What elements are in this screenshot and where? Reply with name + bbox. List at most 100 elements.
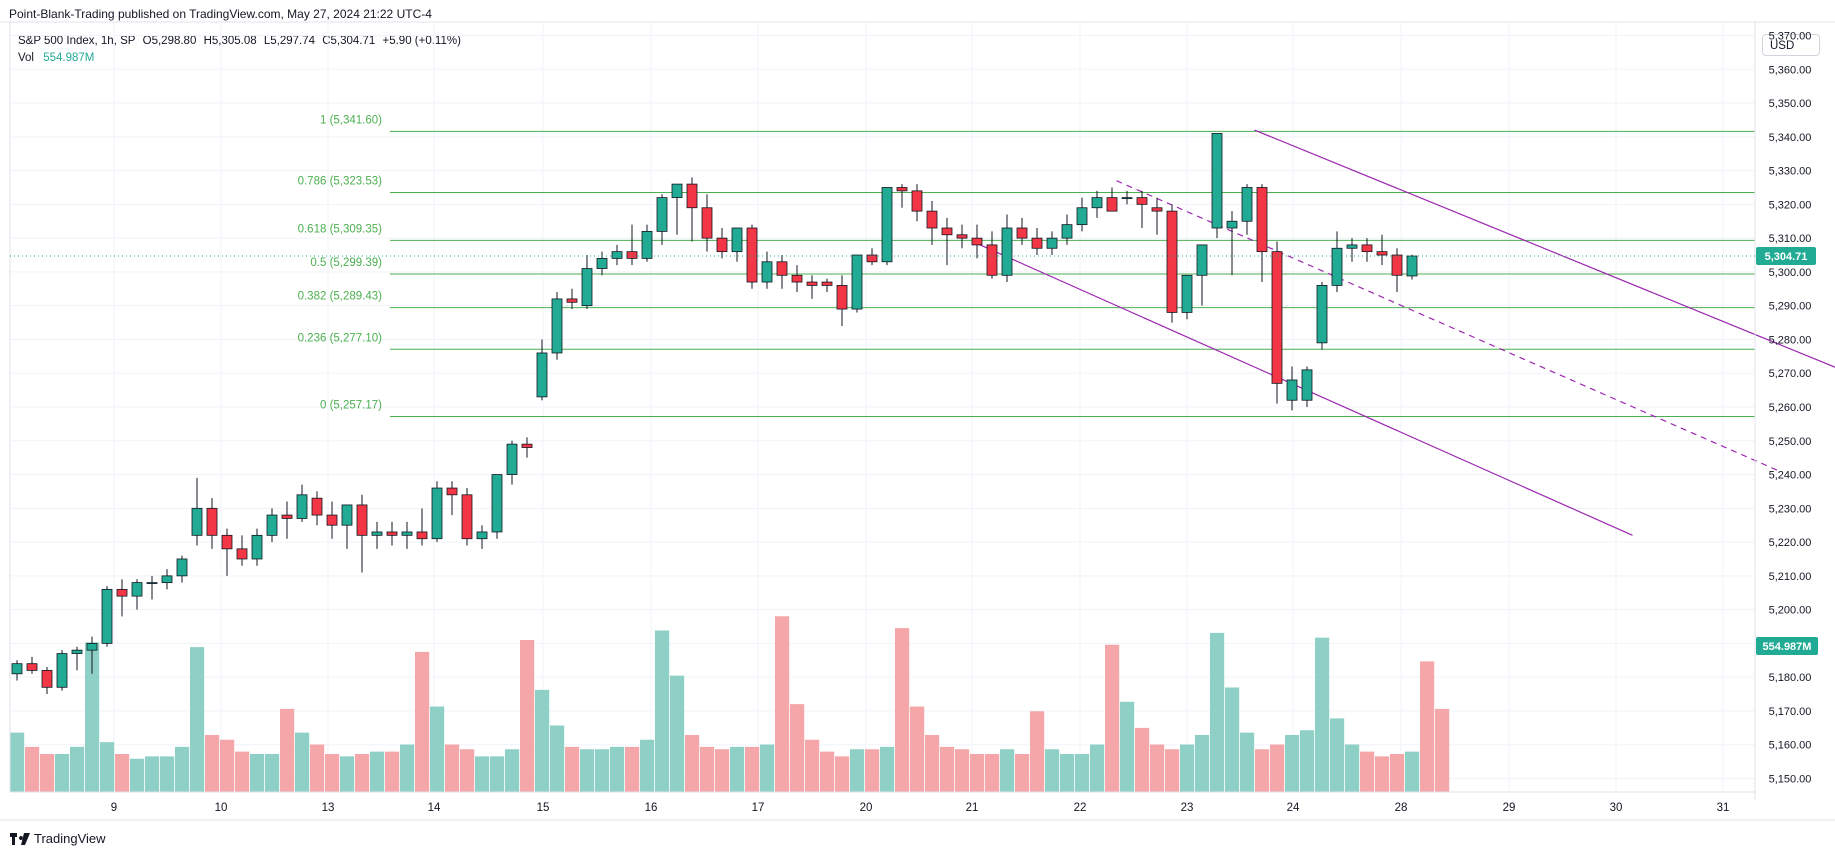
volume-bar	[160, 756, 175, 792]
fib-level-label: 0 (5,257.17)	[320, 400, 382, 412]
volume-bar	[715, 749, 730, 792]
x-tick-label: 16	[645, 802, 658, 814]
volume-bar	[640, 739, 655, 792]
volume-bar	[1120, 701, 1135, 792]
chart-grid	[10, 22, 1755, 792]
volume-bar	[1225, 687, 1240, 792]
candle-body	[371, 531, 383, 536]
candle-body	[1271, 251, 1283, 384]
volume-bar	[1045, 749, 1060, 792]
volume-bar	[1210, 632, 1225, 792]
fib-level-label: 0.382 (5,289.43)	[298, 291, 383, 303]
volume-bar	[745, 746, 760, 792]
volume-label[interactable]: Vol	[18, 52, 34, 64]
x-tick-label: 28	[1395, 802, 1408, 814]
volume-bar	[730, 746, 745, 792]
volume-bar	[1255, 749, 1270, 792]
volume-bar	[55, 754, 70, 792]
candle-body	[1331, 247, 1343, 286]
volume-bar	[880, 746, 895, 792]
y-tick-label: 5,310.00	[1769, 233, 1812, 245]
candle-body	[251, 534, 263, 560]
candle-body	[206, 507, 218, 536]
candle-body	[71, 649, 83, 654]
volume-bar	[1405, 751, 1420, 792]
volume-bar	[595, 749, 610, 792]
candle-body	[941, 227, 953, 236]
volume-bar	[940, 746, 955, 792]
volume-bar	[775, 616, 790, 792]
x-tick-label: 15	[537, 802, 550, 814]
y-tick-label: 5,360.00	[1769, 64, 1812, 76]
volume-bar	[1360, 751, 1375, 792]
fib-level-label: 1 (5,341.60)	[320, 114, 382, 126]
candle-body	[836, 285, 848, 310]
volume-bar	[1345, 744, 1360, 792]
candle-body	[116, 588, 128, 597]
x-tick-label: 31	[1717, 802, 1730, 814]
volume-bar	[1030, 711, 1045, 792]
last-price-label: 5,304.71	[1765, 251, 1808, 263]
candle-body	[1256, 187, 1268, 253]
volume-bar	[685, 735, 700, 792]
currency-button[interactable]: USD	[1762, 34, 1820, 56]
x-tick-label: 10	[215, 802, 228, 814]
volume-bar	[25, 746, 40, 792]
candles	[11, 133, 1418, 695]
candle-body	[416, 531, 428, 540]
candle-body	[956, 234, 968, 239]
volume-bar	[355, 754, 370, 792]
volume-bar	[130, 758, 145, 792]
volume-bar	[205, 735, 220, 792]
high-value: H5,305.08	[203, 35, 257, 47]
fibonacci-retracement[interactable]: 1 (5,341.60) 0.786 (5,323.53) 0.618 (5,309…	[298, 114, 1755, 418]
candle-body	[26, 663, 38, 671]
candle-body	[311, 497, 323, 516]
candle-body	[461, 494, 473, 540]
x-tick-label: 29	[1503, 802, 1516, 814]
candle-body	[1076, 207, 1088, 226]
candle-body	[401, 531, 413, 536]
channel-upper-line	[1254, 129, 1835, 368]
candle-body	[686, 183, 698, 209]
y-tick-label: 5,240.00	[1769, 470, 1812, 482]
y-tick-label: 5,150.00	[1769, 773, 1812, 785]
x-tick-label: 13	[322, 802, 335, 814]
volume-bar	[1165, 749, 1180, 792]
volume-legend: Vol 554.987M	[18, 52, 94, 64]
volume-bar	[1000, 749, 1015, 792]
candle-body	[431, 487, 443, 540]
volume-bar	[925, 735, 940, 792]
change-value: +5.90 (+0.11%)	[382, 35, 461, 47]
fib-level-label: 0.618 (5,309.35)	[298, 223, 383, 235]
candle-body	[1211, 133, 1223, 229]
volume-bar	[985, 754, 1000, 792]
y-tick-label: 5,370.00	[1769, 31, 1812, 43]
candle-body	[296, 494, 308, 519]
symbol-name[interactable]: S&P 500 Index, 1h, SP	[18, 35, 136, 47]
candle-body	[746, 227, 758, 283]
volume-bar	[580, 749, 595, 792]
candle-body	[1301, 369, 1313, 401]
volume-bar	[1060, 754, 1075, 792]
tradingview-logo[interactable]: TradingView	[10, 831, 106, 846]
x-tick-label: 20	[860, 802, 873, 814]
volume-bar	[520, 640, 535, 792]
candle-body	[986, 244, 998, 276]
volume-bar	[760, 744, 775, 792]
candle-body	[191, 507, 203, 536]
volume-bar	[325, 754, 340, 792]
volume-bar	[145, 756, 160, 792]
candle-body	[581, 268, 593, 307]
candle-body	[566, 298, 578, 303]
volume-bar	[445, 744, 460, 792]
volume-bar	[970, 754, 985, 792]
volume-bar	[655, 630, 670, 792]
candle-body	[1001, 227, 1013, 276]
candle-body	[656, 197, 668, 232]
candle-body	[161, 575, 173, 584]
x-tick-label: 21	[966, 802, 979, 814]
candle-body	[476, 531, 488, 540]
volume-bar	[85, 642, 100, 792]
